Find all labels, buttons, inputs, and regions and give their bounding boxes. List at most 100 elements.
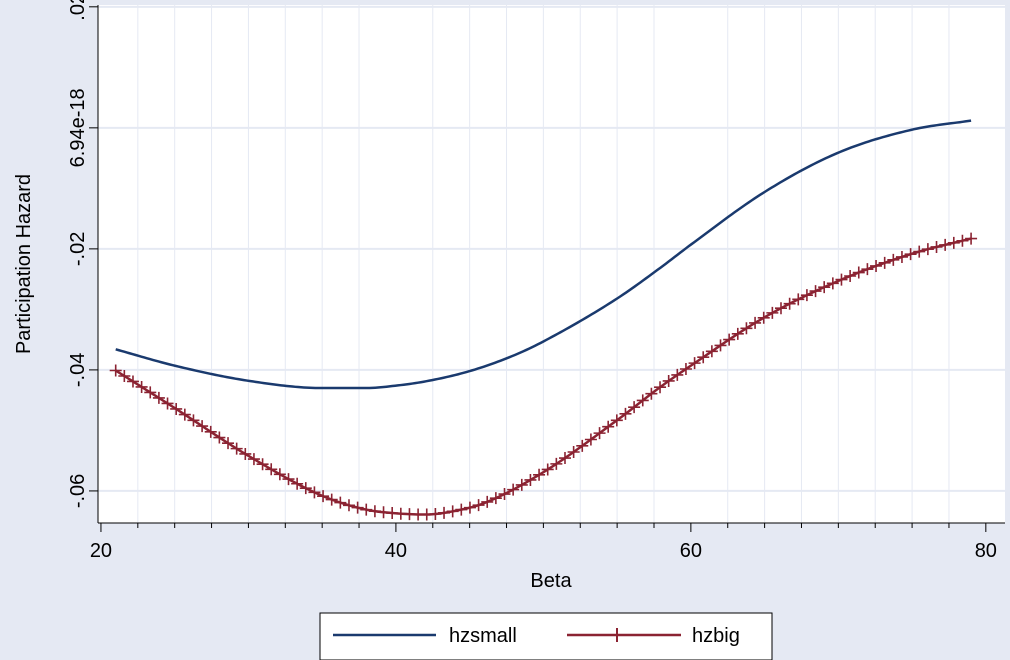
marker-hzbig (446, 505, 459, 518)
marker-hzbig (342, 499, 355, 512)
marker-hzbig (230, 442, 243, 455)
marker-hzbig (947, 236, 960, 249)
marker-hzbig (109, 364, 122, 377)
marker-hzbig (956, 234, 969, 247)
marker-hzbig (939, 238, 952, 251)
marker-hzbig (273, 468, 286, 481)
marker-hzbig (187, 414, 200, 427)
marker-hzbig (126, 375, 139, 388)
marker-hzbig (317, 490, 330, 503)
marker-hzbig (835, 273, 848, 286)
marker-hzbig (472, 499, 485, 512)
y-tick-label: -.04 (67, 353, 89, 387)
marker-hzbig (438, 506, 451, 519)
x-tick-label: 60 (680, 540, 702, 562)
marker-hzbig (239, 447, 252, 460)
marker-hzbig (870, 259, 883, 272)
marker-hzbig (818, 281, 831, 294)
marker-hzbig (576, 439, 589, 452)
marker-hzbig (550, 457, 563, 470)
marker-hzbig (196, 420, 209, 433)
marker-hzbig (645, 387, 658, 400)
marker-hzbig (887, 253, 900, 266)
marker-hzbig (714, 339, 727, 352)
y-tick-label: .02 (67, 0, 89, 21)
marker-hzbig (204, 425, 217, 438)
marker-hzbig (299, 482, 312, 495)
marker-hzbig (628, 401, 641, 414)
x-tick-label: 40 (385, 540, 407, 562)
marker-hzbig (429, 507, 442, 520)
marker-hzbig (904, 248, 917, 261)
grid (98, 5, 1005, 523)
marker-hzbig (662, 374, 675, 387)
marker-hzbig (135, 380, 148, 393)
marker-hzbig (515, 478, 528, 491)
marker-hzbig (541, 463, 554, 476)
line-hzsmall (115, 119, 972, 390)
legend-box (319, 612, 773, 660)
marker-hzbig (360, 503, 373, 516)
marker-hzbig (809, 285, 822, 298)
marker-hzbig (688, 357, 701, 370)
marker-hzbig (291, 477, 304, 490)
marker-hzbig (636, 394, 649, 407)
marker-hzbig (351, 501, 364, 514)
x-tick-label: 80 (975, 540, 997, 562)
marker-hzbig (852, 266, 865, 279)
x-axis-title: Beta (530, 570, 572, 592)
marker-hzbig (584, 433, 597, 446)
line-hzbig (115, 237, 972, 516)
marker-hzbig (489, 492, 502, 505)
marker-hzbig (965, 232, 978, 245)
marker-hzbig (619, 407, 632, 420)
marker-hzbig (118, 369, 131, 382)
marker-hzbig (705, 345, 718, 358)
legend-label-hzsmall: hzsmall (449, 625, 517, 647)
marker-hzbig (463, 501, 476, 514)
marker-hzbig (265, 463, 278, 476)
marker-hzbig (697, 351, 710, 364)
marker-hzbig (325, 493, 338, 506)
marker-hzbig (247, 453, 260, 466)
marker-hzbig (213, 431, 226, 444)
series-layer (109, 119, 978, 521)
legend: hzsmall hzbig (319, 612, 773, 660)
marker-hzbig (222, 437, 235, 450)
marker-hzbig (152, 391, 165, 404)
legend-swatch-hzbig (567, 628, 681, 642)
marker-hzbig (679, 362, 692, 375)
marker-hzbig (921, 243, 934, 256)
marker-hzbig (170, 402, 183, 415)
marker-hzbig (178, 408, 191, 421)
marker-hzbig (567, 446, 580, 459)
marker-hzbig (757, 311, 770, 324)
marker-hzbig (783, 297, 796, 310)
marker-hzbig (533, 468, 546, 481)
marker-hzbig (723, 333, 736, 346)
legend-label-hzbig: hzbig (692, 625, 740, 647)
marker-hzbig (792, 293, 805, 306)
marker-hzbig (800, 289, 813, 302)
marker-hzbig (524, 473, 537, 486)
marker-hzbig (558, 452, 571, 465)
y-tick-label: 6.94e-18 (67, 88, 89, 167)
axes: 20 40 60 80 .02 6.94e-18 -.02 -.04 -.06 (67, 0, 1005, 562)
marker-hzbig (731, 327, 744, 340)
marker-hzbig (654, 381, 667, 394)
marker-hzbig (740, 322, 753, 335)
marker-hzbig (282, 473, 295, 486)
marker-hzbig (593, 427, 606, 440)
marker-hzbig (334, 496, 347, 509)
marker-hzbig (144, 386, 157, 399)
plot-area (98, 5, 1005, 523)
marker-hzbig (455, 503, 468, 516)
marker-hzbig (878, 256, 891, 269)
marker-hzbig (826, 277, 839, 290)
marker-hzbig (481, 495, 494, 508)
series-hzbig (109, 232, 978, 521)
marker-hzbig (671, 368, 684, 381)
marker-hzbig (368, 505, 381, 518)
y-tick-label: -.06 (67, 474, 89, 508)
